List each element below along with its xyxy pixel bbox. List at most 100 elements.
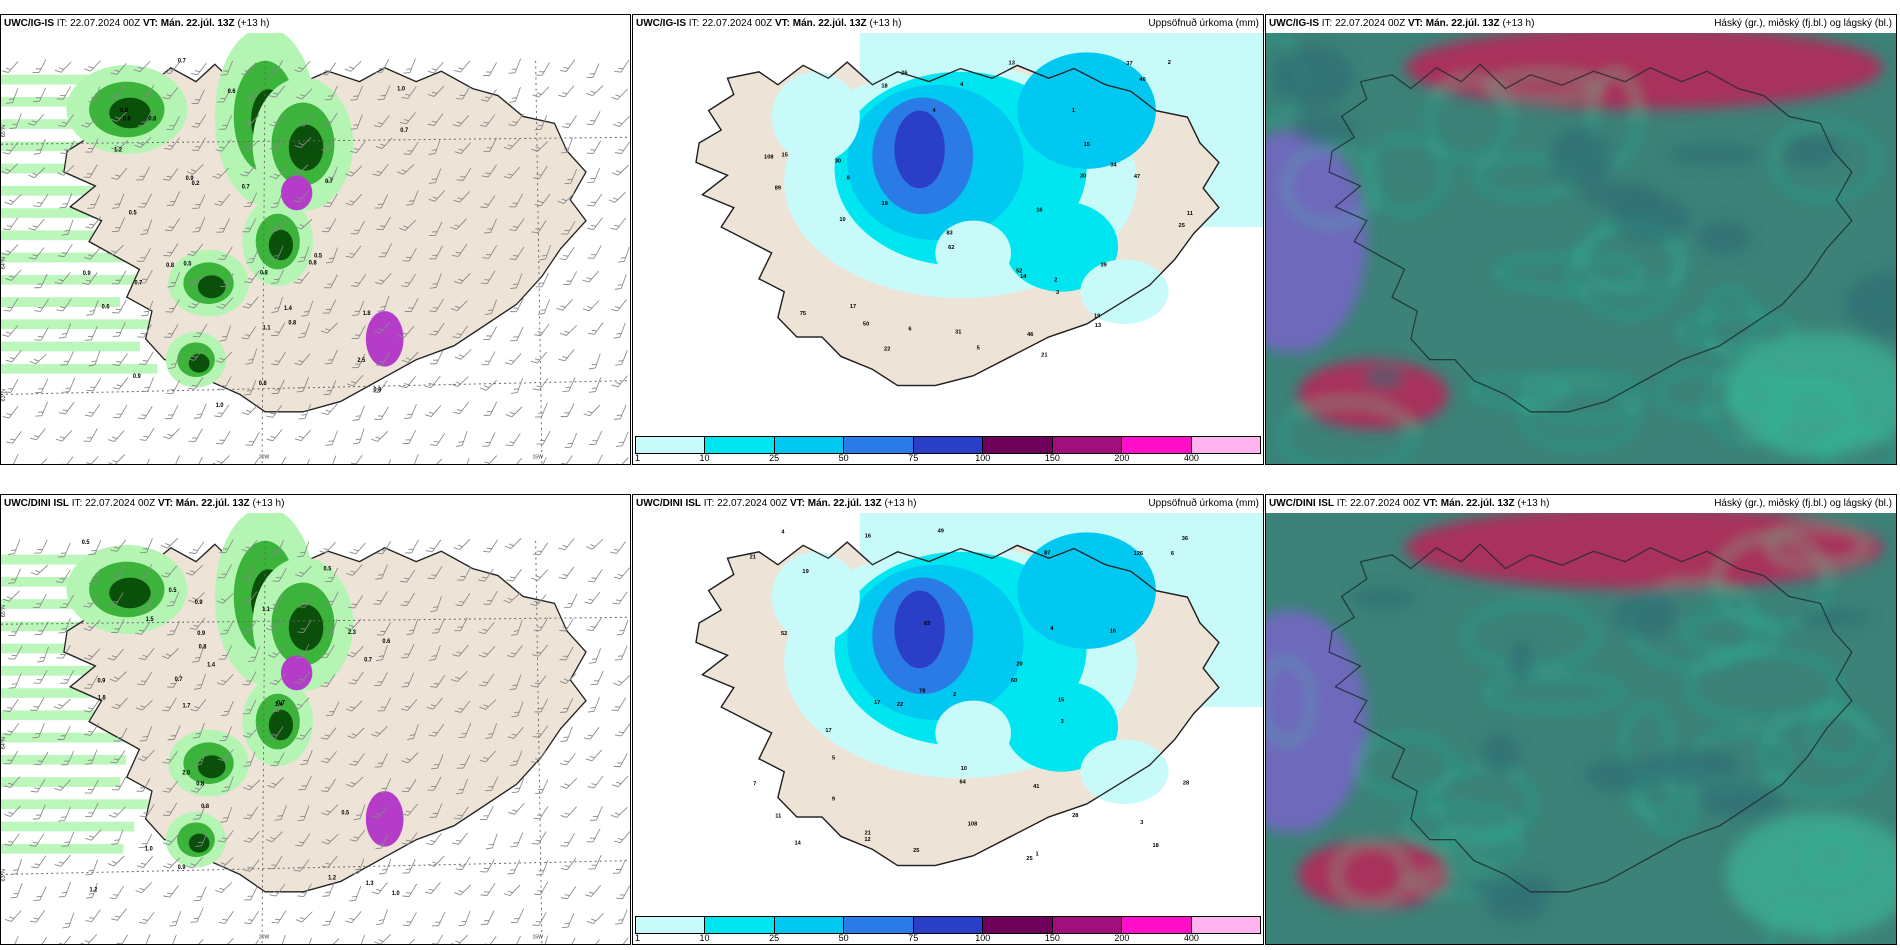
wind-barb (532, 86, 550, 98)
wind-barb (428, 168, 442, 184)
wind-barb (397, 164, 415, 175)
wind-barb (560, 833, 575, 847)
wind-barb (377, 295, 390, 312)
wind-barb (5, 350, 22, 363)
wind-barb (58, 617, 71, 634)
colorbar-swatch (636, 917, 706, 933)
wind-barb (106, 244, 124, 256)
wind-barb (432, 911, 446, 927)
wind-barb (428, 723, 445, 737)
wind-barb (352, 858, 365, 875)
wind-barb (587, 168, 601, 184)
wind-barb (116, 934, 128, 944)
wind-barb (322, 910, 336, 926)
latitude-axis-label: 64°N (1, 737, 7, 750)
wind-barb (454, 142, 471, 154)
low-cloud-area (1590, 71, 1640, 164)
mid-cloud-area (1508, 640, 1534, 684)
wind-barb (88, 568, 101, 585)
wind-barb (613, 404, 627, 420)
wind-barb (34, 621, 49, 636)
wind-barb (269, 168, 287, 180)
wind-barb (482, 62, 497, 77)
wind-barb (479, 114, 496, 127)
wind-barb (29, 833, 45, 847)
wind-barb (532, 725, 549, 739)
wind-barb (454, 272, 471, 285)
wind-barb (323, 380, 337, 396)
precip-accum-area (1080, 259, 1169, 325)
wind-barb (212, 455, 230, 464)
wind-barb (611, 697, 626, 712)
wind-barb (426, 832, 442, 846)
wind-barb (214, 404, 230, 418)
wind-barb (84, 722, 100, 736)
wind-barb (427, 61, 444, 74)
map-cloud-cover[interactable] (1266, 513, 1896, 944)
precip-value-label: 83 (924, 621, 930, 627)
wind-barb (344, 60, 362, 72)
wind-barb (192, 938, 204, 944)
precip-value-label: 4 (960, 82, 964, 88)
wind-barb (584, 591, 601, 604)
map-precip-wind[interactable]: 65°N 64°N 63°N 20W 15W 0.8 0.8 0.9 0.6 0.8 0.7 1.2 0… (1, 33, 630, 464)
wind-barb (80, 933, 98, 944)
wind-barb (135, 621, 151, 635)
map-cloud-cover[interactable] (1266, 33, 1896, 464)
wind-barb (483, 401, 498, 416)
wind-barb (58, 323, 72, 339)
precip-value-label: 30 (835, 158, 841, 164)
wind-barb (613, 831, 630, 844)
wind-barb (358, 934, 366, 944)
latitude-gridline (1, 136, 630, 145)
wind-barb (400, 569, 416, 583)
wind-barb (4, 194, 22, 205)
wind-barb (561, 115, 577, 129)
precip-value-label: 31 (955, 329, 962, 335)
precip-value-label: 0.7 (134, 280, 143, 286)
wind-barb (30, 779, 46, 793)
map-accumulated-precip[interactable]: 25 25 21 28 16 19 17 18 49 83 126 108 78 64 87 60 52 12 22… (633, 513, 1263, 914)
longitude-gridline (535, 540, 543, 944)
wind-barb (216, 297, 234, 309)
precip-value-label: 1.4 (275, 702, 284, 708)
wind-barb (142, 594, 155, 610)
wind-barb (453, 806, 469, 820)
longitude-axis-label: 15W (533, 454, 543, 460)
wind-barb (345, 245, 362, 259)
wind-barb (533, 542, 549, 556)
wind-barb (246, 248, 259, 264)
wind-barb (220, 620, 234, 635)
wind-barb (350, 114, 363, 130)
wind-barb (583, 404, 601, 417)
latitude-gridline (1, 380, 630, 396)
precip-value-label: 0.8 (196, 781, 205, 787)
wind-barb (57, 725, 71, 740)
wind-barb (375, 833, 388, 850)
map-precip-wind[interactable]: 65°N 64°N 63°N 20W 15W 0.9 2.0 0.8 0.9 1.0 0.8 0.5 1… (1, 513, 630, 944)
precip-value-label: 5 (832, 755, 836, 761)
wind-barb (56, 569, 71, 583)
wind-barb (187, 297, 205, 309)
precip-accum-area (771, 71, 860, 163)
wind-barb (58, 114, 74, 127)
wind-barb (451, 670, 468, 683)
colorbar-label: 200 (1114, 453, 1130, 463)
wind-barb (559, 618, 574, 632)
wind-barb (294, 137, 312, 149)
latitude-axis-label: 63°N (1, 389, 7, 402)
wind-barb (221, 937, 234, 944)
low-cloud-area (1734, 382, 1854, 414)
wind-barb (619, 937, 629, 944)
wind-barb (33, 670, 48, 684)
map-accumulated-precip[interactable]: 21 18 17 30 34 46 25 18 62 50 75 108 83 52 30 37 89 46 39 4… (633, 33, 1263, 434)
wind-barb (510, 326, 524, 342)
precip-value-label: 19 (1094, 313, 1100, 319)
precip-value-label: 3 (1140, 820, 1143, 826)
wind-barb (62, 912, 75, 929)
wind-barb (322, 299, 337, 314)
wind-barb (586, 617, 602, 632)
wind-barb (30, 697, 45, 711)
wind-barb (320, 751, 337, 764)
precip-area (197, 275, 226, 299)
